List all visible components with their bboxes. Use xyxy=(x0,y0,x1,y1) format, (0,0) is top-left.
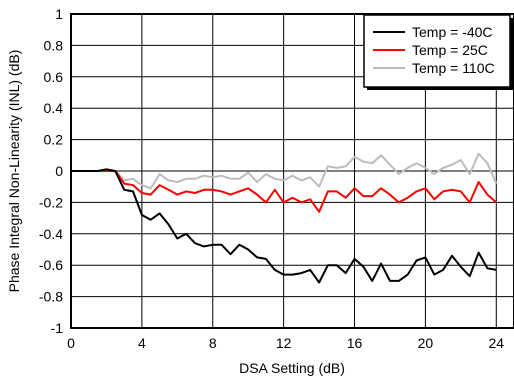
legend-label: Temp = 25C xyxy=(412,42,488,58)
y-tick-label: -0.4 xyxy=(39,226,63,242)
y-tick-label: 0.6 xyxy=(44,69,64,85)
x-axis-label: DSA Setting (dB) xyxy=(239,360,345,376)
series-line-0 xyxy=(71,168,497,284)
x-tick-label: 12 xyxy=(276,335,292,351)
x-tick-label: 20 xyxy=(418,335,434,351)
y-axis-label: Phase Integral Non-Linearity (INL) (dB) xyxy=(6,50,22,293)
legend-shadow-bottom xyxy=(367,87,513,90)
x-tick-label: 0 xyxy=(67,335,75,351)
y-tick-label: -0.8 xyxy=(39,289,63,305)
series-line-1 xyxy=(71,170,497,213)
legend-label: Temp = -40C xyxy=(412,24,493,40)
legend-label: Temp = 110C xyxy=(412,60,495,76)
y-tick-label: 1 xyxy=(55,6,63,22)
y-tick-label: 0.2 xyxy=(44,132,64,148)
tick-labels: -1 -0.8 -0.6 -0.4 -0.2 0 0.2 0.4 0.6 0.8 1 0 4 8 12 16 2… xyxy=(39,6,504,351)
y-tick-label: 0 xyxy=(55,163,63,179)
legend: Temp = -40C Temp = 25C Temp = 110C xyxy=(363,14,513,90)
x-tick-label: 24 xyxy=(488,335,504,351)
y-tick-label: -1 xyxy=(51,320,64,336)
y-tick-label: 0.4 xyxy=(44,100,64,116)
y-tick-label: -0.2 xyxy=(39,194,63,210)
x-tick-label: 4 xyxy=(138,335,146,351)
data-series xyxy=(71,152,498,284)
x-tick-label: 16 xyxy=(347,335,363,351)
series-line-2 xyxy=(71,152,498,190)
y-tick-label: -0.6 xyxy=(39,257,63,273)
legend-shadow-right xyxy=(510,18,513,90)
plot-border xyxy=(70,13,514,329)
x-tick-label: 8 xyxy=(209,335,217,351)
y-tick-label: 0.8 xyxy=(44,37,64,53)
